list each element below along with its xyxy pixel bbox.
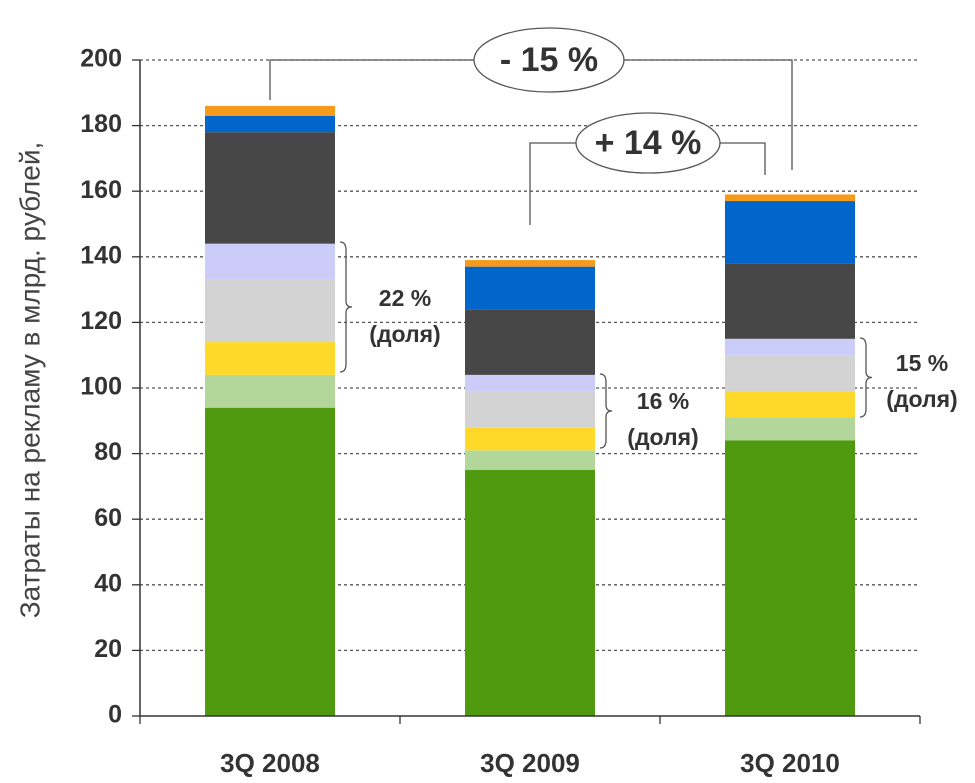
bar-segment: [465, 260, 595, 267]
brace: [339, 241, 353, 373]
bar-segment: [465, 450, 595, 470]
brace: [599, 373, 613, 449]
y-tick-label: 80: [94, 438, 122, 466]
bar-segment: [465, 266, 595, 310]
y-tick-label: 100: [80, 373, 122, 401]
bar-segment: [205, 407, 335, 716]
y-tick-label: 20: [94, 635, 122, 663]
bar-segment: [465, 391, 595, 428]
y-tick-label: 120: [80, 307, 122, 335]
annotation-oval: [473, 27, 625, 93]
bar-segment: [465, 374, 595, 392]
x-tick-label: 3Q 2010: [740, 748, 840, 778]
y-tick-label: 140: [80, 241, 122, 269]
bar-segment: [205, 115, 335, 133]
bar-segment: [465, 427, 595, 451]
bar-segment: [725, 194, 855, 202]
bar-segment: [725, 440, 855, 716]
share-label: (доля): [369, 321, 440, 347]
share-label: (доля): [627, 424, 698, 450]
bar-segment: [205, 374, 335, 408]
bar-segment: [205, 342, 335, 375]
bar-segment: [725, 355, 855, 392]
x-tick-label: 3Q 2008: [220, 748, 320, 778]
y-tick-label: 0: [108, 701, 122, 729]
y-axis-label: Затраты на рекламу в млрд. рублей,: [14, 142, 45, 618]
y-tick-label: 60: [94, 504, 122, 532]
bar-segment: [205, 105, 335, 116]
share-label: 16 %: [637, 388, 689, 414]
bar-segment: [205, 279, 335, 343]
bar-segment: [725, 391, 855, 418]
annotation-oval: [575, 112, 721, 174]
y-tick-label: 200: [80, 45, 122, 73]
brace: [859, 337, 873, 418]
bar-segment: [725, 338, 855, 356]
bar-segment: [465, 470, 595, 716]
bar-segment: [725, 417, 855, 441]
share-label: (доля): [886, 386, 957, 412]
share-label: 15 %: [896, 350, 948, 376]
y-tick-label: 160: [80, 176, 122, 204]
x-tick-label: 3Q 2009: [480, 748, 580, 778]
bar-segment: [205, 132, 335, 244]
bar-segment: [725, 201, 855, 264]
y-tick-label: 40: [94, 569, 122, 597]
bar-segment: [725, 263, 855, 339]
y-tick-label: 180: [80, 110, 122, 138]
annotation: - 15 %: [500, 41, 598, 79]
bar-segment: [465, 309, 595, 375]
bar-segment: [205, 243, 335, 280]
share-label: 22 %: [379, 285, 431, 311]
annotation: + 14 %: [595, 124, 702, 162]
